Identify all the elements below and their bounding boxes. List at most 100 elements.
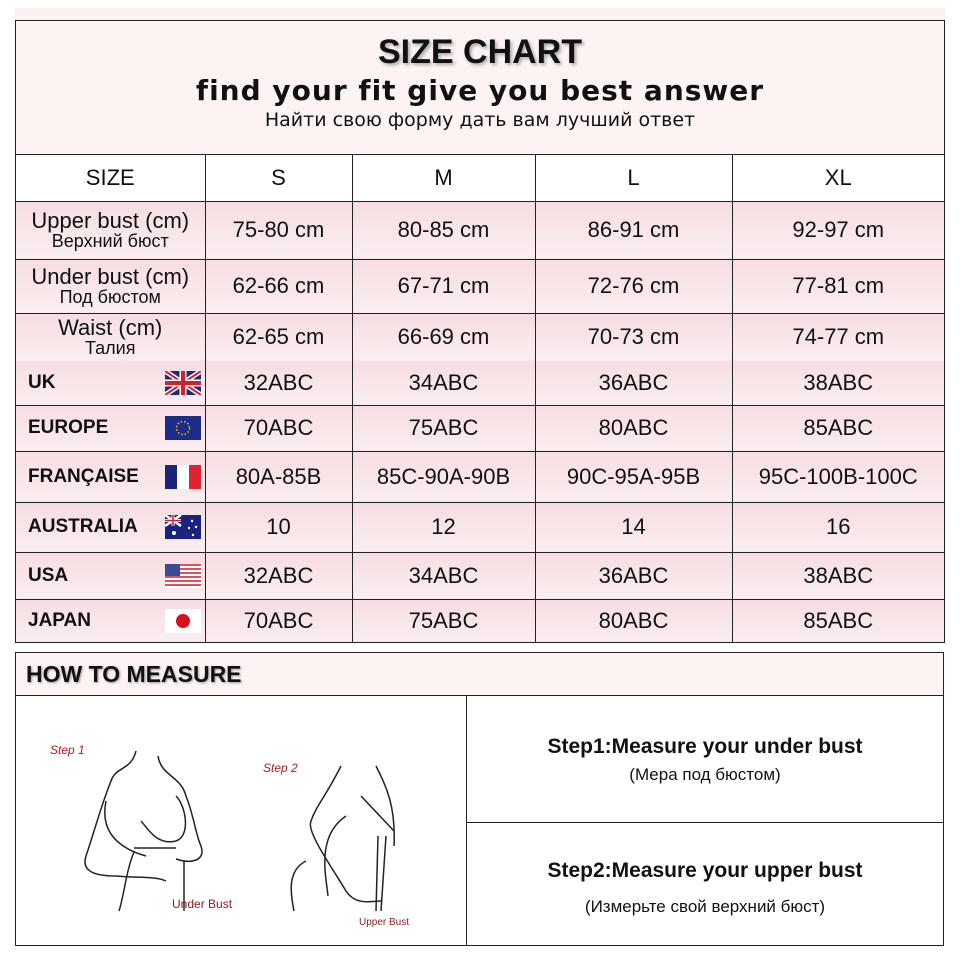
table-row: EUROPE 70ABC 75ABC 80ABC 85ABC — [16, 404, 944, 452]
label-en: Upper bust (cm) — [31, 208, 190, 233]
cell: 70-73 cm — [534, 312, 733, 361]
cell: 38ABC — [731, 551, 944, 600]
cell: 80A-85B — [204, 450, 353, 503]
table-row: USA 32ABC 34ABC 36ABC 38ABC — [16, 551, 944, 600]
label-ru: Верхний бюст — [51, 231, 169, 252]
row-label: Upper bust (cm) Верхний бюст — [16, 200, 206, 260]
cell: 16 — [731, 501, 944, 553]
cell: 77-81 cm — [731, 258, 944, 314]
step-title: Step1:Measure your under bust — [547, 735, 863, 758]
size-chart: SIZE CHART find your fit give you best a… — [15, 20, 945, 643]
country-name: JAPAN — [28, 609, 91, 631]
cell: 32ABC — [204, 361, 353, 406]
cell: 38ABC — [731, 361, 944, 406]
eu-flag-icon — [164, 416, 201, 440]
step-ru: (Измерьте свой верхний бюст) — [584, 897, 826, 916]
row-label: UK — [16, 361, 206, 406]
chart-header: SIZE CHART find your fit give you best a… — [16, 21, 944, 155]
step2-label: Step 2 — [263, 761, 298, 775]
japan-flag-icon — [164, 608, 201, 633]
table-row: Waist (cm) Талия 62-65 cm 66-69 cm 70-73 … — [16, 312, 944, 361]
country-label: AUSTRALIA — [16, 515, 205, 539]
country-name: EUROPE — [28, 417, 109, 438]
cell: 85ABC — [731, 404, 944, 452]
step-1: Step1:Measure your under bust (Мера под … — [467, 696, 943, 823]
france-flag-icon — [164, 464, 201, 489]
size-header-row: SIZE S M L XL — [16, 155, 944, 202]
country-label: USA — [16, 563, 205, 588]
label-en: Waist (cm) — [58, 315, 163, 341]
cell: 14 — [534, 501, 733, 553]
cell: 12 — [351, 501, 536, 553]
subtitle: find your fit give you best answer — [195, 74, 765, 107]
cell: 36ABC — [534, 361, 733, 406]
row-label: Under bust (cm) Под бюстом — [16, 258, 206, 314]
cell: 70ABC — [204, 404, 353, 452]
cell: 90C-95A-95B — [534, 450, 733, 503]
under-bust-caption: Under Bust — [172, 897, 233, 911]
size-table: SIZE S M L XL Upper bust (cm) Верхний бюс… — [16, 155, 944, 642]
cell: 86-91 cm — [534, 200, 733, 260]
cell: 95C-100B-100C — [731, 450, 944, 503]
country-label: JAPAN — [16, 608, 205, 633]
row-label: AUSTRALIA — [16, 501, 206, 553]
size-xl: XL — [731, 155, 944, 202]
cell: 75ABC — [351, 598, 536, 642]
label-ru: Под бюстом — [59, 287, 161, 308]
table-row: FRANÇAISE 80A-85B 85C-90A-90B 90C-95A-95B 95… — [16, 450, 944, 503]
cell: 75-80 cm — [204, 200, 353, 260]
cell: 62-66 cm — [204, 258, 353, 314]
page-title: SIZE CHART — [378, 33, 582, 71]
cell: 67-71 cm — [351, 258, 536, 314]
country-name: USA — [28, 564, 69, 586]
step1-label: Step 1 — [50, 743, 85, 757]
cell: 75ABC — [351, 404, 536, 452]
cell: 80ABC — [534, 404, 733, 452]
upper-bust-caption: Upper Bust — [359, 917, 409, 928]
country-label: EUROPE — [16, 416, 205, 440]
country-label: FRANÇAISE — [16, 464, 205, 489]
step-ru: (Мера под бюстом) — [629, 765, 781, 784]
measure-title: HOW TO MEASURE — [16, 653, 943, 696]
cell: 92-97 cm — [731, 200, 944, 260]
cell: 34ABC — [351, 361, 536, 406]
cell: 32ABC — [204, 551, 353, 600]
cell: 80ABC — [534, 598, 733, 642]
label-en: Under bust (cm) — [31, 264, 190, 289]
cell: 80-85 cm — [351, 200, 536, 260]
subtitle-ru: Найти свою форму дать вам лучший ответ — [264, 109, 696, 131]
row-label: JAPAN — [16, 598, 206, 642]
top-band — [15, 8, 945, 20]
cell: 10 — [204, 501, 353, 553]
size-m: M — [351, 155, 536, 202]
table-row: Upper bust (cm) Верхний бюст 75-80 cm 80-… — [16, 200, 944, 260]
cell: 74-77 cm — [731, 312, 944, 361]
size-s: S — [204, 155, 353, 202]
measuring-figures-icon: Step 1 Step 2 Under Bust Upper Bust — [50, 743, 409, 928]
country-name: FRANÇAISE — [28, 465, 139, 487]
label-ru: Талия — [84, 338, 136, 359]
step-2: Step2:Measure your upper bust (Измерьте … — [467, 823, 943, 945]
measure-illustration: Step 1 Step 2 Under Bust Upper Bust — [16, 696, 467, 945]
cell: 72-76 cm — [534, 258, 733, 314]
row-label: FRANÇAISE — [16, 450, 206, 503]
row-label: EUROPE — [16, 404, 206, 452]
australia-flag-icon — [164, 515, 201, 539]
size-label: SIZE — [16, 155, 206, 202]
country-label: UK — [16, 370, 205, 395]
cell: 85ABC — [731, 598, 944, 642]
table-row: UK 32ABC 34ABC 36ABC 38ABC — [16, 361, 944, 406]
country-name: UK — [28, 371, 56, 393]
cell: 85C-90A-90B — [351, 450, 536, 503]
uk-flag-icon — [164, 370, 201, 395]
country-name: AUSTRALIA — [28, 516, 138, 537]
size-l: L — [534, 155, 733, 202]
cell: 70ABC — [204, 598, 353, 642]
cell: 66-69 cm — [351, 312, 536, 361]
row-label: Waist (cm) Талия — [16, 312, 206, 361]
table-row: AUSTRALIA 10 12 14 16 — [16, 501, 944, 553]
cell: 36ABC — [534, 551, 733, 600]
cell: 62-65 cm — [204, 312, 353, 361]
table-row: JAPAN 70ABC 75ABC 80ABC 85ABC — [16, 598, 944, 642]
row-label: USA — [16, 551, 206, 600]
